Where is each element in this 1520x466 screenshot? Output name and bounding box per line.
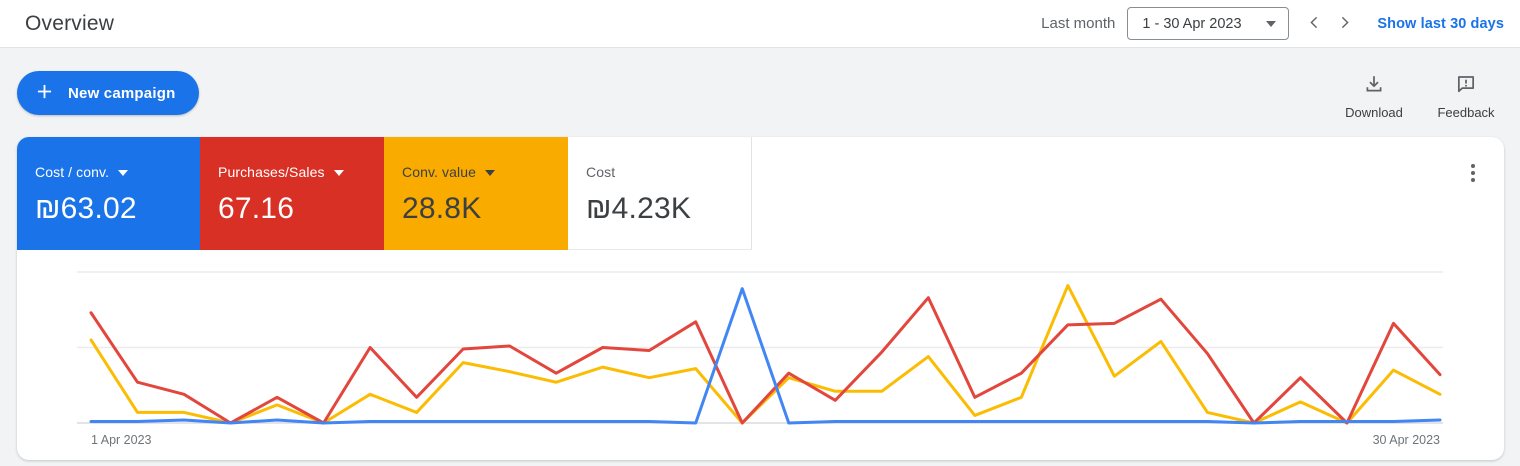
- chevron-down-icon[interactable]: [485, 170, 495, 176]
- download-icon: [1363, 73, 1385, 100]
- feedback-label: Feedback: [1437, 105, 1495, 120]
- overview-panel: Cost / conv. ₪63.02 Purchases/Sales 67.1…: [17, 137, 1504, 460]
- show-last-30-days-link[interactable]: Show last 30 days: [1377, 15, 1504, 32]
- chevron-right-icon: [1336, 14, 1353, 34]
- scorecard-label: Cost: [586, 164, 616, 180]
- kebab-icon: [1471, 164, 1475, 182]
- x-axis-labels: 1 Apr 2023 30 Apr 2023: [91, 433, 1440, 447]
- scorecard-value: ₪63.02: [35, 192, 137, 225]
- scorecard-label: Purchases/Sales: [218, 164, 325, 180]
- chevron-down-icon: [1266, 20, 1277, 27]
- download-button[interactable]: Download: [1342, 73, 1406, 120]
- period-label: Last month: [1041, 15, 1116, 32]
- panel-actions: Download Feedback: [1342, 73, 1498, 120]
- x-axis-end-label: 30 Apr 2023: [1372, 433, 1440, 447]
- date-range-value: 1 - 30 Apr 2023: [1142, 15, 1242, 32]
- next-period-button[interactable]: [1329, 9, 1359, 39]
- more-options-button[interactable]: [1459, 159, 1487, 187]
- chevron-down-icon[interactable]: [118, 170, 129, 176]
- date-range-selector[interactable]: 1 - 30 Apr 2023: [1127, 7, 1290, 40]
- overview-chart: [77, 268, 1443, 433]
- x-axis-start-label: 1 Apr 2023: [91, 433, 152, 447]
- new-campaign-button[interactable]: New campaign: [17, 71, 200, 115]
- scorecard-value: 67.16: [218, 192, 295, 225]
- previous-period-button[interactable]: [1299, 9, 1329, 39]
- scorecard-label: Cost / conv.: [35, 164, 110, 180]
- scorecard-cost-per-conv[interactable]: Cost / conv. ₪63.02: [17, 137, 200, 250]
- scorecard-label: Conv. value: [402, 164, 476, 180]
- scorecard-value: ₪4.23K: [586, 192, 692, 225]
- plus-icon: [34, 81, 55, 105]
- scorecard-conv-value[interactable]: Conv. value 28.8K: [384, 137, 568, 250]
- download-label: Download: [1345, 105, 1403, 120]
- chevron-down-icon[interactable]: [333, 170, 344, 176]
- date-controls: Last month 1 - 30 Apr 2023 Show last 30 …: [1041, 0, 1504, 47]
- scorecard-row: Cost / conv. ₪63.02 Purchases/Sales 67.1…: [17, 137, 752, 250]
- feedback-button[interactable]: Feedback: [1434, 73, 1498, 120]
- new-campaign-label: New campaign: [68, 84, 176, 102]
- chevron-left-icon: [1306, 14, 1323, 34]
- scorecard-purchases-sales[interactable]: Purchases/Sales 67.16: [200, 137, 384, 250]
- scorecard-value: 28.8K: [402, 192, 482, 225]
- top-bar: Overview Last month 1 - 30 Apr 2023 Show…: [0, 0, 1520, 48]
- scorecard-cost[interactable]: Cost ₪4.23K: [568, 137, 752, 250]
- feedback-icon: [1455, 73, 1477, 100]
- chart-svg: [77, 271, 1443, 425]
- page-title: Overview: [25, 12, 115, 35]
